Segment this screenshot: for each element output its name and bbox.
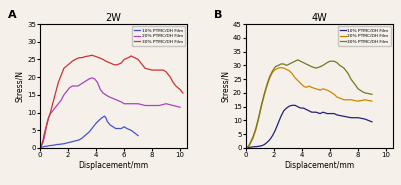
Title: 2W: 2W <box>106 13 122 23</box>
Legend: 10% PTMC/DH Film, 20% PTMC/DH Film, 30% PTMC/DH Film: 10% PTMC/DH Film, 20% PTMC/DH Film, 30% … <box>132 26 185 46</box>
Text: A: A <box>8 10 16 20</box>
Text: B: B <box>214 10 222 20</box>
X-axis label: Displacement/mm: Displacement/mm <box>79 161 149 170</box>
Y-axis label: Stress/N: Stress/N <box>221 70 230 102</box>
X-axis label: Displacement/mm: Displacement/mm <box>284 161 354 170</box>
Y-axis label: Stress/N: Stress/N <box>15 70 24 102</box>
Title: 4W: 4W <box>312 13 327 23</box>
Legend: 10% PTMC/DH Film, 20% PTMC/DH Film, 30% PTMC/DH Film: 10% PTMC/DH Film, 20% PTMC/DH Film, 30% … <box>338 26 391 46</box>
